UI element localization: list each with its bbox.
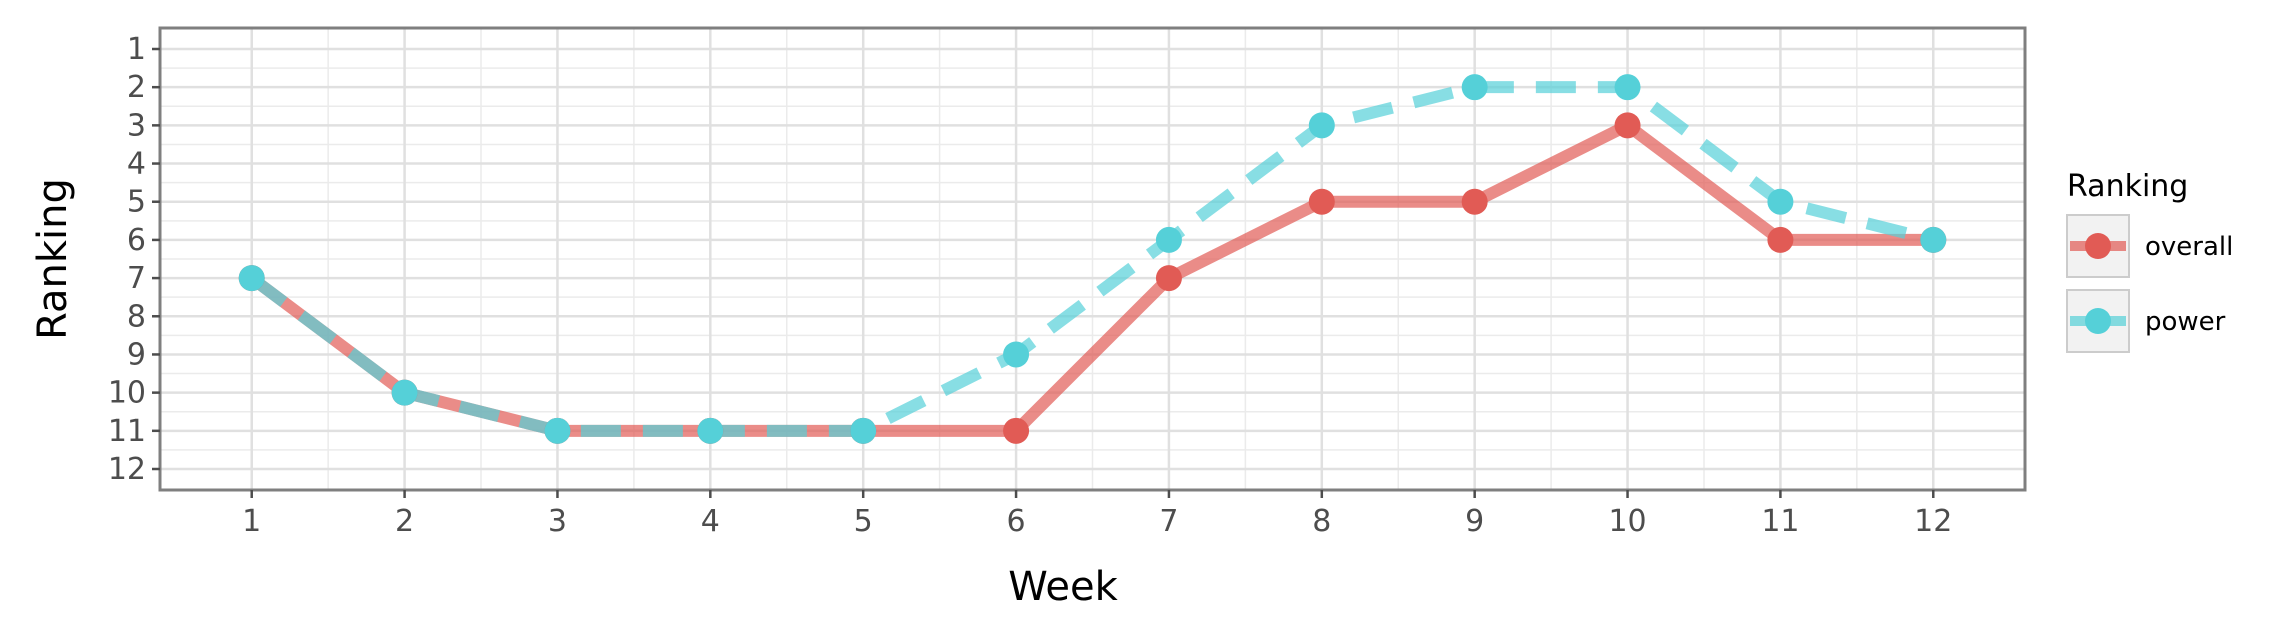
data-point-power	[850, 417, 877, 444]
x-tick-label: 12	[1914, 504, 1952, 539]
y-tick-label: 7	[127, 261, 146, 296]
y-tick-label: 9	[127, 337, 146, 372]
x-tick-label: 11	[1761, 504, 1799, 539]
y-tick-label: 1	[127, 32, 146, 67]
y-tick-label: 12	[108, 452, 146, 487]
legend-point-power	[2085, 308, 2111, 334]
x-tick-label: 2	[395, 504, 414, 539]
x-tick-label: 8	[1312, 504, 1331, 539]
legend-title: Ranking	[2067, 169, 2188, 204]
data-point-power	[1920, 226, 1947, 253]
y-tick-label: 2	[127, 70, 146, 105]
data-point-overall	[1614, 112, 1641, 139]
series-lines	[248, 81, 1935, 437]
legend-label-overall: overall	[2145, 232, 2233, 262]
y-tick-label: 3	[127, 108, 146, 143]
y-tick-label: 10	[108, 376, 146, 411]
y-tick-label: 5	[127, 185, 146, 220]
legend-item-power: power	[2066, 289, 2226, 353]
data-point-power	[1461, 74, 1488, 101]
x-tick-label: 4	[701, 504, 720, 539]
series-points	[238, 74, 1947, 444]
data-point-power	[1308, 112, 1335, 139]
data-point-power	[1767, 188, 1794, 215]
data-point-overall	[1461, 188, 1488, 215]
data-point-power	[1614, 74, 1641, 101]
data-point-power	[238, 265, 265, 292]
x-tick-label: 5	[854, 504, 873, 539]
series-layer	[238, 74, 1947, 444]
y-tick-label: 8	[127, 299, 146, 334]
plot-border	[158, 26, 2027, 492]
legend: Ranking overall power	[2066, 169, 2233, 353]
data-point-power	[1003, 341, 1030, 368]
x-tick-label: 6	[1007, 504, 1026, 539]
legend-item-overall: overall	[2066, 214, 2233, 278]
grid-lines	[160, 28, 2025, 490]
data-point-power	[697, 417, 724, 444]
y-tick-label: 11	[108, 414, 146, 449]
data-point-overall	[1003, 417, 1030, 444]
x-tick-label: 9	[1465, 504, 1484, 539]
y-axis-title: Ranking	[30, 178, 76, 340]
data-point-power	[391, 379, 418, 406]
y-tick-label: 4	[127, 147, 146, 182]
y-tick-label: 6	[127, 223, 146, 258]
x-axis: 1 2 3 4 5 6 7 8 9 10 11 12	[242, 490, 1952, 539]
x-axis-title: Week	[1008, 564, 1118, 610]
x-tick-label: 3	[548, 504, 567, 539]
x-tick-label: 1	[242, 504, 261, 539]
data-point-overall	[1155, 265, 1182, 292]
data-point-overall	[1767, 226, 1794, 253]
data-point-power	[1155, 226, 1182, 253]
legend-label-power: power	[2145, 307, 2226, 337]
x-tick-label: 10	[1608, 504, 1646, 539]
data-point-power	[544, 417, 571, 444]
legend-point-overall	[2085, 233, 2111, 259]
x-tick-label: 7	[1159, 504, 1178, 539]
series-line-power	[248, 81, 1935, 437]
data-point-overall	[1308, 188, 1335, 215]
